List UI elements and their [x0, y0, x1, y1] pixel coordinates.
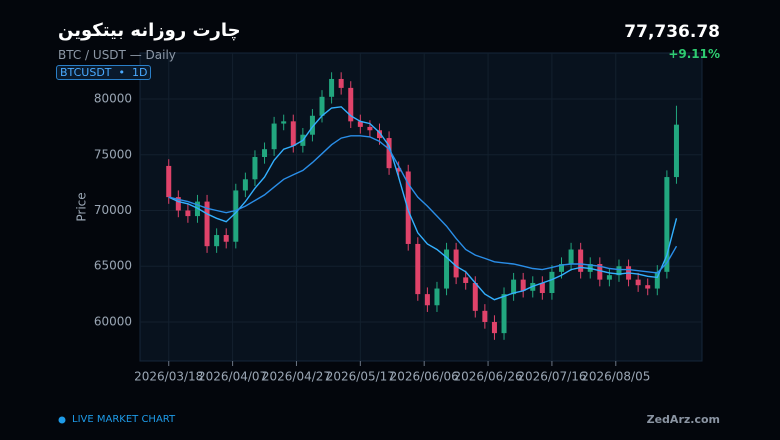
x-tick-label: 2026/05/17 — [326, 370, 395, 384]
candle-body — [175, 197, 181, 211]
candle-body — [357, 121, 363, 127]
y-tick-label: 70000 — [94, 203, 132, 217]
candle-body — [472, 282, 478, 311]
change: +9.11% — [668, 47, 720, 61]
candle-body — [616, 266, 622, 276]
candle-body — [204, 201, 210, 247]
candle-body — [376, 130, 382, 139]
candle-body — [396, 168, 402, 172]
candle-body — [645, 285, 651, 289]
candle-body — [424, 294, 430, 306]
x-tick-label: 2026/07/16 — [517, 370, 586, 384]
candle-body — [214, 235, 220, 247]
candle-body — [415, 243, 421, 295]
y-axis-label: Price — [75, 192, 89, 221]
live-label: LIVE MARKET CHART — [72, 414, 176, 425]
moving-average — [168, 106, 678, 301]
y-tick-label: 60000 — [94, 314, 132, 328]
candle-body — [338, 78, 344, 88]
candle-body — [491, 321, 497, 334]
pair: BTC / USDT — Daily — [58, 48, 176, 62]
badge: BTCUSDT • 1D — [56, 65, 152, 80]
candle-body — [242, 179, 248, 191]
candle-body — [329, 78, 335, 97]
candle-body — [281, 121, 287, 124]
x-tick-label: 2026/06/26 — [453, 370, 522, 384]
candle-body — [664, 177, 670, 272]
candle-body — [405, 171, 411, 244]
candle-body — [539, 282, 545, 294]
x-tick-label: 2026/06/06 — [390, 370, 459, 384]
candle-body — [654, 271, 660, 289]
x-tick-label: 2026/03/18 — [134, 370, 203, 384]
live-dot — [58, 416, 66, 424]
candle-body — [568, 249, 574, 265]
candle-body — [559, 264, 564, 272]
candle-body — [635, 279, 641, 286]
candle-body — [367, 126, 373, 131]
candle-body — [319, 96, 325, 116]
candle-body — [271, 123, 277, 150]
candle-body — [185, 210, 191, 217]
moving-average — [168, 135, 678, 274]
candle-body — [348, 87, 354, 122]
y-tick-label: 80000 — [94, 92, 132, 106]
candle-body — [511, 279, 517, 295]
x-tick-label: 2026/04/27 — [262, 370, 331, 384]
candle-body — [223, 235, 229, 242]
x-tick-label: 2026/04/07 — [198, 370, 267, 384]
candle-body — [444, 249, 450, 289]
candle-body — [482, 310, 488, 322]
candle-body — [463, 277, 469, 283]
brand: ZedArz.com — [646, 413, 720, 426]
candle-body — [597, 264, 603, 280]
candle-body — [520, 279, 526, 291]
price: 77,736.78 — [624, 22, 720, 42]
candle-body — [578, 249, 584, 272]
y-tick-label: 75000 — [94, 147, 132, 161]
candle-body — [549, 271, 555, 294]
candle-body — [309, 115, 315, 135]
candle-body — [290, 121, 296, 146]
candle-body — [501, 294, 507, 334]
candle-body — [233, 190, 239, 242]
title: چارت روزانه بیتکوین — [58, 20, 241, 41]
candle-body — [386, 138, 392, 169]
candle-body — [166, 165, 172, 198]
candle-body — [606, 275, 612, 280]
y-tick-label: 65000 — [94, 259, 132, 273]
candle-body — [262, 149, 268, 158]
candle-body — [453, 249, 459, 278]
candle-body — [252, 157, 258, 180]
candle-body — [673, 124, 679, 178]
x-tick-label: 2026/08/05 — [581, 370, 650, 384]
candle-body — [434, 288, 440, 306]
